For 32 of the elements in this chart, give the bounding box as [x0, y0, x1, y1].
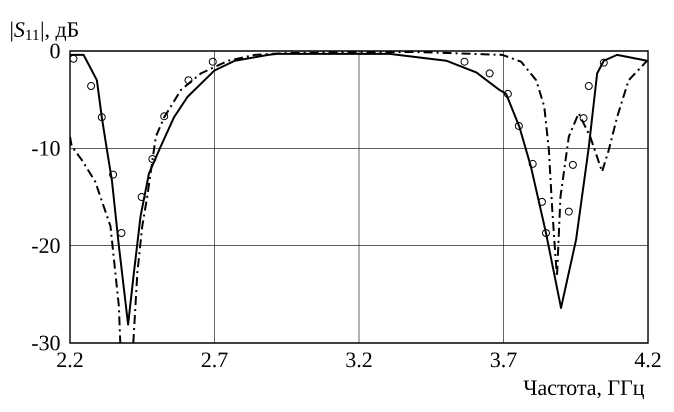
y-tick-label: 0	[50, 44, 60, 58]
point	[584, 82, 593, 90]
point	[98, 113, 106, 122]
point	[148, 155, 156, 164]
point	[87, 82, 96, 90]
point	[460, 58, 468, 66]
point	[568, 160, 577, 169]
point	[528, 160, 537, 168]
point	[514, 122, 523, 130]
point	[208, 58, 217, 66]
point	[504, 90, 512, 98]
point	[486, 69, 494, 78]
point	[564, 208, 573, 216]
point	[184, 76, 192, 84]
y-tick-label: -20	[32, 238, 60, 254]
point	[138, 193, 146, 201]
x-tick-label: 3.7	[490, 352, 517, 368]
x-tick-label: 4.2	[634, 352, 660, 368]
point	[538, 198, 546, 206]
y-tick-label: -30	[32, 336, 60, 350]
point	[542, 229, 550, 238]
point	[117, 229, 126, 238]
x-tick-label: 2.7	[202, 352, 228, 368]
point	[109, 170, 118, 179]
x-tick-label: 2.2	[57, 352, 82, 368]
point	[580, 114, 588, 122]
point	[600, 58, 608, 67]
x-tick-label: 3.2	[346, 352, 372, 368]
y-tick-label: -10	[32, 140, 60, 156]
x-axis-title: Частота, ГГц	[523, 380, 644, 400]
y-axis-title: |S$_{11}$|, дБ	[11, 22, 78, 42]
point	[160, 112, 168, 120]
